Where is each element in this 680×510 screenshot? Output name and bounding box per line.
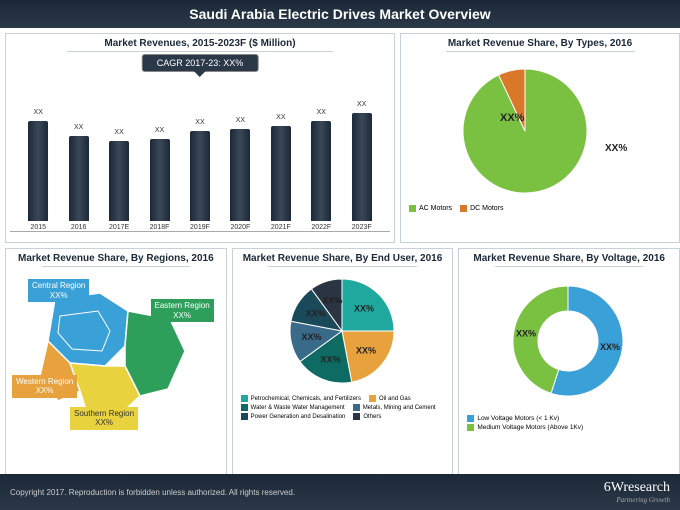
- regions-panel: Market Revenue Share, By Regions, 2016 C…: [5, 248, 227, 478]
- voltage-title: Market Revenue Share, By Voltage, 2016: [463, 253, 675, 264]
- enduser-legend: Petrochemical, Chemicals, and Fertilizer…: [237, 395, 449, 420]
- types-pie: XX% XX%: [405, 56, 675, 201]
- svg-text:XX%: XX%: [605, 143, 627, 154]
- svg-text:XX%: XX%: [500, 112, 525, 124]
- region-southern: Southern RegionXX%: [70, 407, 138, 430]
- svg-text:XX%: XX%: [301, 332, 321, 342]
- regions-title: Market Revenue Share, By Regions, 2016: [10, 253, 222, 264]
- region-western: Western RegionXX%: [12, 375, 77, 398]
- enduser-panel: Market Revenue Share, By End User, 2016 …: [232, 248, 454, 478]
- footer: Copyright 2017. Reproduction is forbidde…: [0, 474, 680, 510]
- page-title: Saudi Arabia Electric Drives Market Over…: [0, 0, 680, 28]
- svg-text:XX%: XX%: [322, 296, 342, 306]
- types-panel: Market Revenue Share, By Types, 2016 XX%…: [400, 33, 680, 243]
- copyright: Copyright 2017. Reproduction is forbidde…: [10, 488, 295, 497]
- revenues-panel: Market Revenues, 2015-2023F ($ Million) …: [5, 33, 395, 243]
- revenues-title: Market Revenues, 2015-2023F ($ Million): [10, 38, 390, 49]
- types-legend: AC MotorsDC Motors: [405, 205, 675, 212]
- voltage-panel: Market Revenue Share, By Voltage, 2016 X…: [458, 248, 680, 478]
- bar-chart: XX2015XX2016XX2017EXX2018FXX2019FXX2020F…: [10, 92, 390, 232]
- voltage-donut: XX% XX%: [463, 271, 673, 411]
- region-eastern: Eastern RegionXX%: [151, 299, 214, 322]
- enduser-pie: XX% XX% XX% XX% XX% XX%: [237, 271, 447, 391]
- cagr-badge: CAGR 2017-23: XX%: [142, 54, 259, 72]
- brand-logo: 6Wresearch Partnering Growth: [604, 480, 670, 504]
- region-central: Central RegionXX%: [28, 279, 89, 302]
- types-title: Market Revenue Share, By Types, 2016: [405, 38, 675, 49]
- svg-text:XX%: XX%: [356, 345, 376, 355]
- enduser-title: Market Revenue Share, By End User, 2016: [237, 253, 449, 264]
- svg-text:XX%: XX%: [305, 309, 325, 319]
- voltage-legend: Low Voltage Motors (< 1 Kv)Medium Voltag…: [463, 415, 675, 431]
- svg-text:XX%: XX%: [516, 329, 536, 339]
- svg-text:XX%: XX%: [354, 303, 374, 313]
- svg-text:XX%: XX%: [320, 354, 340, 364]
- svg-text:XX%: XX%: [600, 342, 620, 352]
- regions-map: Central RegionXX% Eastern RegionXX% West…: [10, 271, 222, 436]
